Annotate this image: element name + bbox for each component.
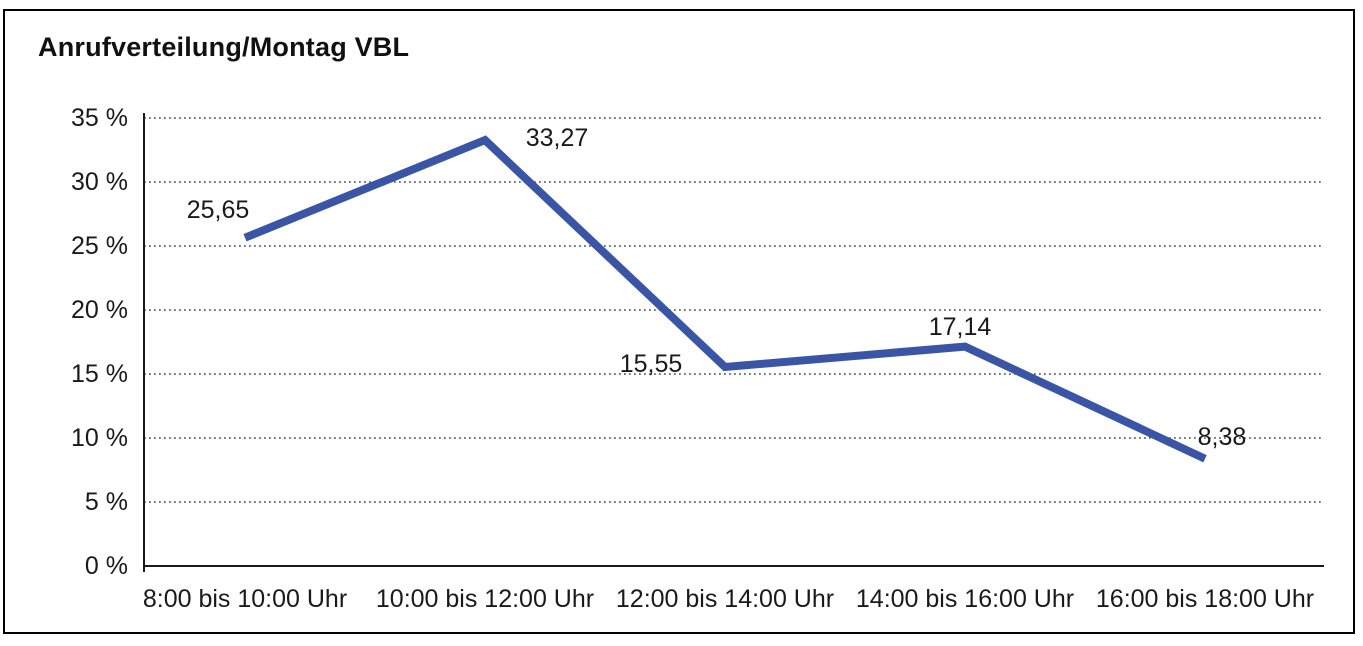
- y-tick-label: 20 %: [71, 296, 128, 324]
- y-tick-label: 15 %: [71, 360, 128, 388]
- y-tick-label: 10 %: [71, 424, 128, 452]
- data-point-label: 25,65: [186, 196, 250, 224]
- x-tick-label: 14:00 bis 16:00 Uhr: [855, 585, 1075, 613]
- chart-title: Anrufverteilung/Montag VBL: [38, 32, 410, 62]
- y-tick-label: 25 %: [71, 232, 128, 260]
- x-tick-label: 10:00 bis 12:00 Uhr: [375, 585, 595, 613]
- data-point-label: 33,27: [525, 124, 589, 152]
- x-tick-label: 16:00 bis 18:00 Uhr: [1095, 585, 1315, 613]
- y-tick-label: 0 %: [84, 552, 128, 580]
- data-point-label: 15,55: [619, 350, 683, 378]
- data-point-label: 8,38: [1197, 423, 1247, 451]
- y-tick-label: 35 %: [71, 104, 128, 132]
- data-series-line: [243, 135, 1207, 463]
- y-tick-label: 30 %: [71, 168, 128, 196]
- y-tick-label: 5 %: [84, 488, 128, 516]
- x-tick-label: 8:00 bis 10:00 Uhr: [142, 585, 348, 613]
- x-tick-label: 12:00 bis 14:00 Uhr: [615, 585, 835, 613]
- data-point-label: 17,14: [928, 313, 992, 341]
